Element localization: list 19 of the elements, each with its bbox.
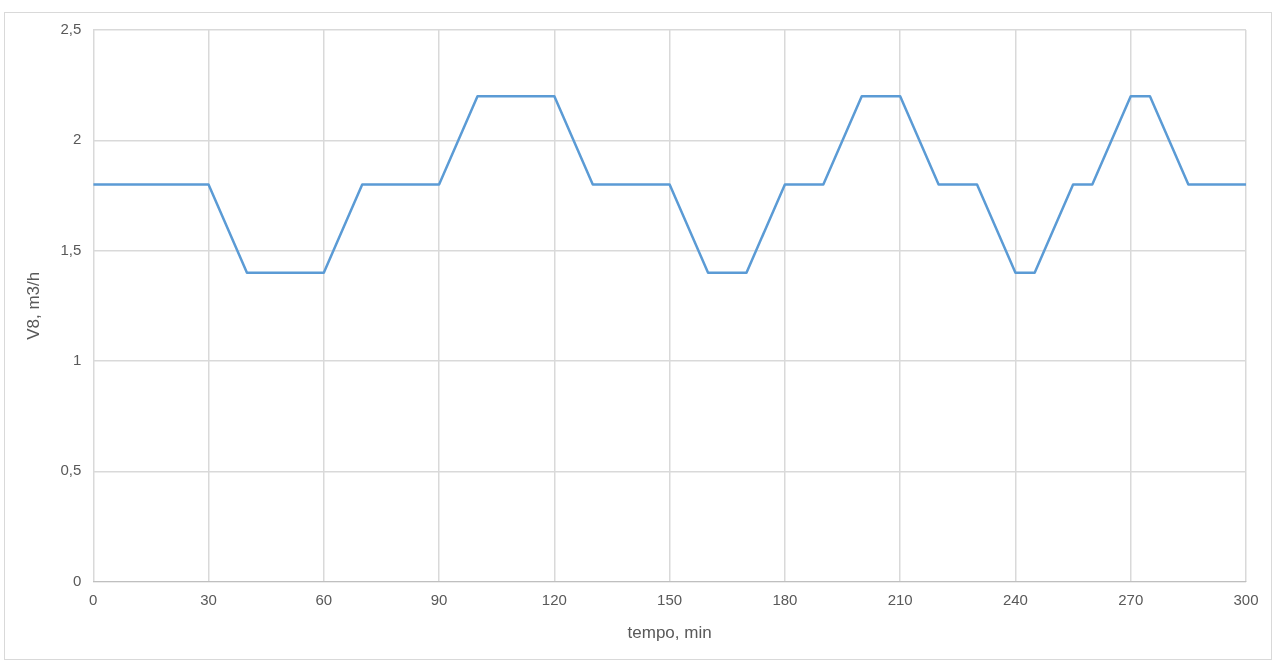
x-tick-label: 90 bbox=[430, 590, 448, 608]
x-tick-label: 60 bbox=[315, 590, 333, 608]
y-tick-label: 1,5 bbox=[60, 240, 82, 258]
x-tick-label: 0 bbox=[89, 590, 98, 608]
x-tick-label: 180 bbox=[772, 590, 798, 608]
y-tick-label: 2,5 bbox=[60, 20, 82, 38]
y-tick-label: 0,5 bbox=[60, 461, 82, 479]
x-tick-label: 120 bbox=[541, 590, 567, 608]
y-tick-label: 2 bbox=[72, 130, 82, 148]
x-tick-label: 150 bbox=[657, 590, 683, 608]
x-tick-label: 210 bbox=[887, 590, 913, 608]
y-tick-label: 0 bbox=[72, 571, 82, 589]
x-tick-label: 30 bbox=[200, 590, 217, 608]
x-tick-label: 270 bbox=[1118, 590, 1144, 608]
y-tick-label: 1 bbox=[72, 351, 82, 369]
x-axis-title: tempo, min bbox=[627, 623, 712, 643]
x-tick-label: 240 bbox=[1002, 590, 1028, 608]
y-axis-title: V8, m3/h bbox=[23, 271, 43, 340]
x-tick-label: 300 bbox=[1233, 590, 1259, 608]
